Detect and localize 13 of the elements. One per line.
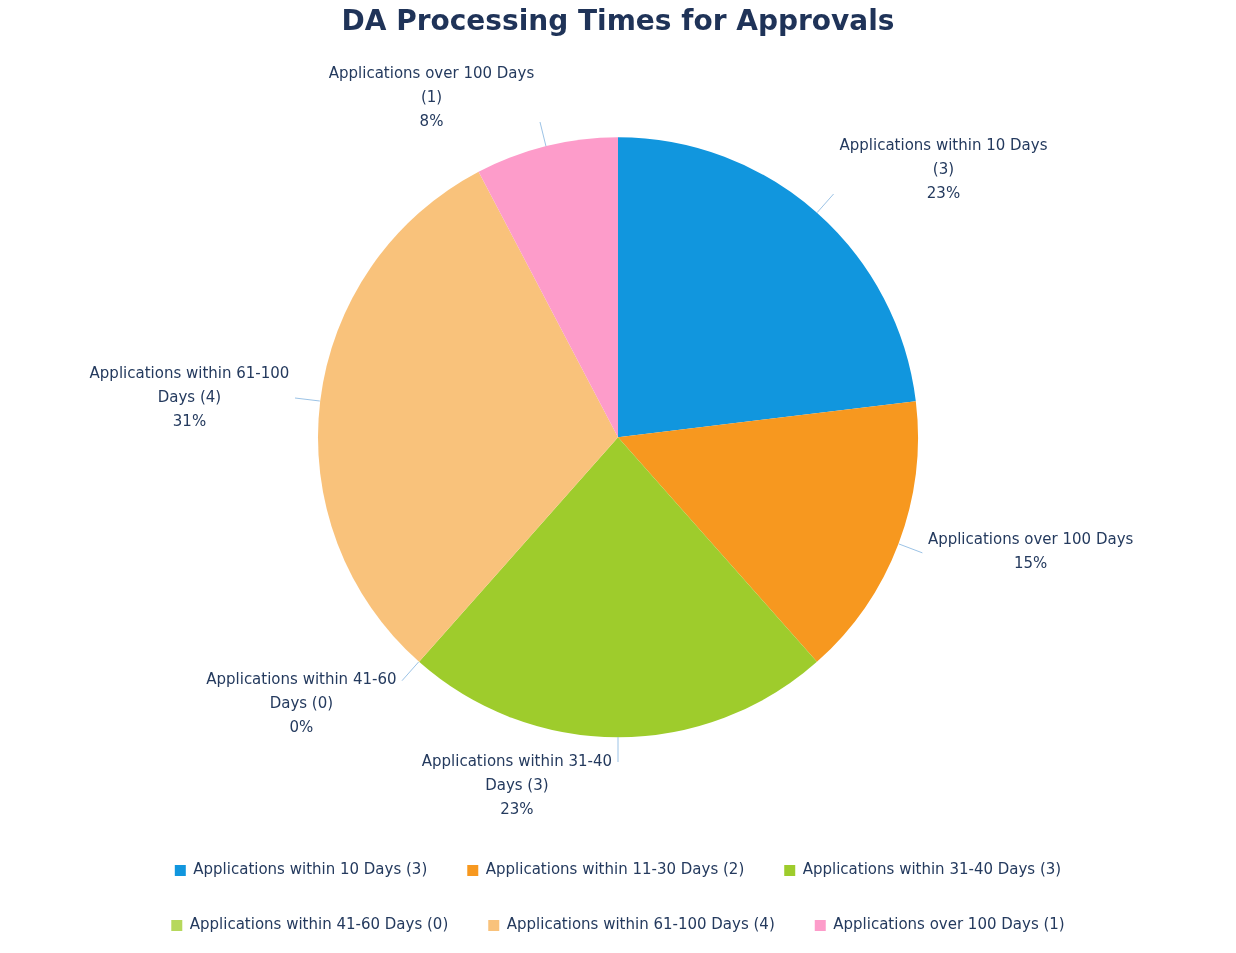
legend-label: Applications within 31-40 Days (3)	[802, 860, 1062, 879]
legend-label: Applications within 11-30 Days (2)	[485, 860, 745, 879]
legend-label: Applications within 61-100 Days (4)	[506, 915, 775, 934]
legend-label: Applications over 100 Days (1)	[833, 915, 1065, 934]
legend-label: Applications within 10 Days (3)	[193, 860, 428, 879]
text: Applications over 100 Days 15%	[927, 530, 1134, 573]
text: Applications within 31-40 Days (3) 23%	[421, 752, 612, 819]
chart-title: DA Processing Times for Approvals	[341, 4, 895, 38]
text: Applications within 41-60 Days (0) 0%	[206, 670, 397, 737]
text: Applications within 61-100 Days (4) 31%	[89, 364, 290, 431]
legend-label: Applications within 41-60 Days (0)	[189, 915, 449, 934]
text: Applications over 100 Days (1) 8%	[328, 63, 535, 130]
text: Applications within 10 Days (3) 23%	[839, 135, 1048, 202]
